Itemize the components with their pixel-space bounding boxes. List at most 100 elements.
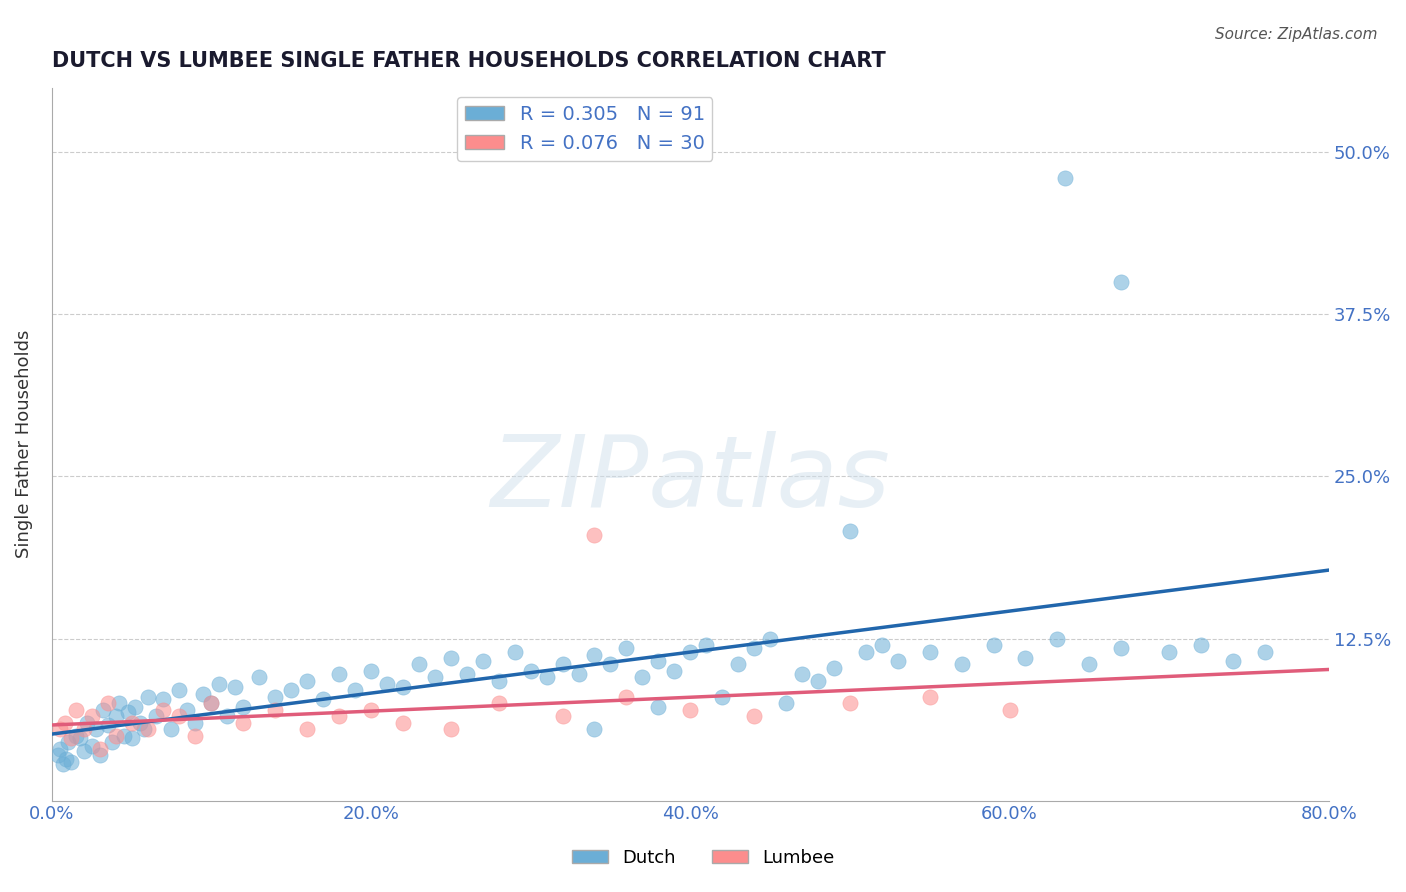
Point [711, 690, 734, 704]
Point [998, 703, 1021, 717]
Point [647, 700, 669, 714]
Point [870, 638, 893, 652]
Point [89, 741, 111, 756]
Point [983, 638, 1005, 652]
Point [328, 666, 350, 681]
Point [295, 674, 318, 689]
Point [80, 709, 103, 723]
Point [440, 723, 463, 737]
Point [519, 664, 541, 678]
Point [55, 752, 77, 766]
Point [742, 709, 765, 723]
Point [1078, 657, 1101, 672]
Point [136, 723, 159, 737]
Point [1046, 632, 1069, 646]
Point [69, 731, 91, 746]
Point [583, 648, 606, 663]
Point [176, 703, 198, 717]
Point [247, 670, 270, 684]
Point [217, 709, 239, 723]
Point [91, 703, 114, 717]
Point [264, 690, 287, 704]
Point [599, 657, 621, 672]
Point [200, 697, 222, 711]
Point [583, 528, 606, 542]
Point [551, 709, 574, 723]
Point [97, 718, 120, 732]
Point [855, 644, 877, 658]
Point [48, 723, 70, 737]
Point [264, 703, 287, 717]
Point [647, 654, 669, 668]
Point [76, 715, 98, 730]
Point [664, 664, 686, 678]
Point [86, 723, 108, 737]
Point [65, 703, 87, 717]
Point [440, 651, 463, 665]
Point [104, 709, 127, 723]
Point [328, 709, 350, 723]
Point [104, 729, 127, 743]
Point [80, 739, 103, 754]
Point [616, 690, 638, 704]
Point [790, 666, 813, 681]
Point [631, 670, 654, 684]
Point [200, 697, 222, 711]
Text: DUTCH VS LUMBEE SINGLE FATHER HOUSEHOLDS CORRELATION CHART: DUTCH VS LUMBEE SINGLE FATHER HOUSEHOLDS… [52, 51, 886, 70]
Point [193, 687, 215, 701]
Point [408, 657, 430, 672]
Point [1054, 171, 1077, 186]
Point [551, 657, 574, 672]
Point [107, 697, 129, 711]
Point [112, 729, 135, 743]
Legend: R = 0.305   N = 91, R = 0.076   N = 30: R = 0.305 N = 91, R = 0.076 N = 30 [457, 97, 713, 161]
Point [1254, 644, 1277, 658]
Point [101, 735, 124, 749]
Point [918, 644, 941, 658]
Point [616, 640, 638, 655]
Point [887, 654, 910, 668]
Point [46, 748, 69, 763]
Point [823, 661, 845, 675]
Point [117, 706, 139, 720]
Point [52, 757, 75, 772]
Point [160, 723, 183, 737]
Point [208, 677, 231, 691]
Point [97, 697, 120, 711]
Point [392, 715, 415, 730]
Point [136, 690, 159, 704]
Point [423, 670, 446, 684]
Point [742, 640, 765, 655]
Point [695, 638, 717, 652]
Point [503, 644, 526, 658]
Point [488, 697, 510, 711]
Point [48, 741, 70, 756]
Point [1159, 644, 1181, 658]
Text: ZIPatlas: ZIPatlas [491, 431, 890, 528]
Point [1109, 640, 1132, 655]
Text: Source: ZipAtlas.com: Source: ZipAtlas.com [1215, 27, 1378, 42]
Point [583, 723, 606, 737]
Point [73, 723, 96, 737]
Point [807, 674, 830, 689]
Point [280, 683, 302, 698]
Point [169, 683, 191, 698]
Point [224, 680, 246, 694]
Point [152, 692, 174, 706]
Point [536, 670, 558, 684]
Point [65, 729, 87, 743]
Point [184, 715, 207, 730]
Y-axis label: Single Father Households: Single Father Households [15, 330, 32, 558]
Point [471, 654, 494, 668]
Point [360, 703, 382, 717]
Point [567, 666, 589, 681]
Point [950, 657, 973, 672]
Point [169, 709, 191, 723]
Point [392, 680, 415, 694]
Point [128, 715, 150, 730]
Point [456, 666, 478, 681]
Point [121, 715, 143, 730]
Point [344, 683, 367, 698]
Point [1014, 651, 1036, 665]
Point [679, 644, 702, 658]
